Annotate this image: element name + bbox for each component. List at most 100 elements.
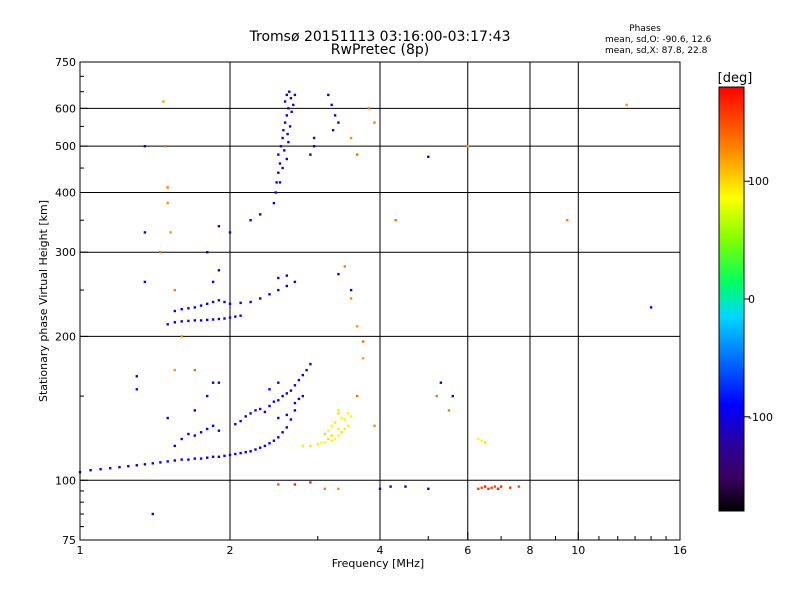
data-point [297,397,301,401]
series-0 [78,397,301,474]
chart-title: Tromsø 20151113 03:16:00-03:17:43 [249,29,511,45]
colorbar [718,86,745,512]
data-point [223,317,226,320]
data-point [293,483,297,486]
data-point [337,427,340,431]
data-point [211,381,215,384]
data-point [447,409,451,412]
data-point [283,121,287,124]
data-point [451,394,454,398]
y-tick-label: 500 [55,140,76,153]
data-point [173,309,176,313]
data-point [199,319,203,322]
data-point [290,110,293,113]
data-point [268,388,271,391]
data-point [288,90,291,93]
data-point [279,145,283,148]
data-point [206,251,209,254]
y-axis-ticks: 75 100 200 300 400 500 600 750 [55,56,88,547]
data-point [367,107,371,110]
data-point [173,288,176,292]
data-point [517,485,521,488]
x-tick-label: 1 [77,544,84,557]
data-point [427,155,430,158]
data-point [333,437,337,441]
data-point [337,409,340,412]
data-point [277,153,280,156]
data-point [349,136,353,140]
data-point [499,485,503,488]
data-point [239,451,242,455]
data-point [151,462,154,465]
data-point [301,394,304,398]
series-3 [272,90,297,205]
data-point [193,306,196,309]
data-point [143,280,147,284]
data-point [259,446,262,449]
data-point [180,320,183,323]
data-point [206,456,209,459]
data-point [249,300,252,304]
stats-line-x: mean, sd,X: 87.8, 22.8 [605,46,708,56]
data-point [343,265,346,268]
data-point [625,103,628,107]
data-point [282,129,285,132]
data-point [309,362,312,366]
data-point [166,201,169,205]
x-axis-label: Frequency [MHz] [332,557,424,570]
y-tick-label: 75 [62,534,76,547]
data-point [316,443,319,446]
data-point [217,455,221,458]
data-point [281,431,284,434]
colorbar-ticks: 100 0 -100 [744,175,773,424]
data-point [249,450,252,453]
data-point [135,375,138,378]
data-point [394,219,397,222]
x-tick-label: 2 [227,544,234,557]
data-point [275,181,278,184]
data-point [477,437,480,441]
data-point [439,381,443,384]
data-point [361,340,365,343]
data-point [496,487,500,490]
data-point [169,231,172,234]
data-point [193,319,196,322]
data-point [249,412,252,415]
data-point [427,487,430,490]
data-point [330,103,333,107]
data-point [268,293,271,296]
data-point [349,415,353,418]
colorbar-tick-label: 0 [748,293,755,306]
data-point [223,454,226,457]
data-point [193,409,196,412]
data-point [187,307,190,310]
data-point [223,300,226,304]
y-tick-label: 600 [55,102,76,115]
data-point [259,407,262,411]
data-point [312,136,316,140]
data-point [99,468,102,471]
data-point [285,426,288,429]
series-1 [173,362,312,448]
data-point [193,368,196,372]
data-point [244,451,247,454]
data-point [283,100,287,103]
data-point [127,465,130,468]
data-point [206,302,209,305]
data-point [292,103,295,107]
data-point [274,191,277,194]
data-point [217,225,221,228]
data-point [228,231,232,234]
colorbar-tick-label: -100 [748,411,773,424]
data-point [187,432,190,436]
data-point [287,140,290,144]
x-tick-label: 16 [673,544,687,557]
data-point [480,439,483,442]
data-point [346,424,350,427]
data-point [361,357,365,360]
data-point [480,486,483,489]
data-point [477,487,480,490]
data-point [163,145,166,148]
data-point [323,487,326,490]
